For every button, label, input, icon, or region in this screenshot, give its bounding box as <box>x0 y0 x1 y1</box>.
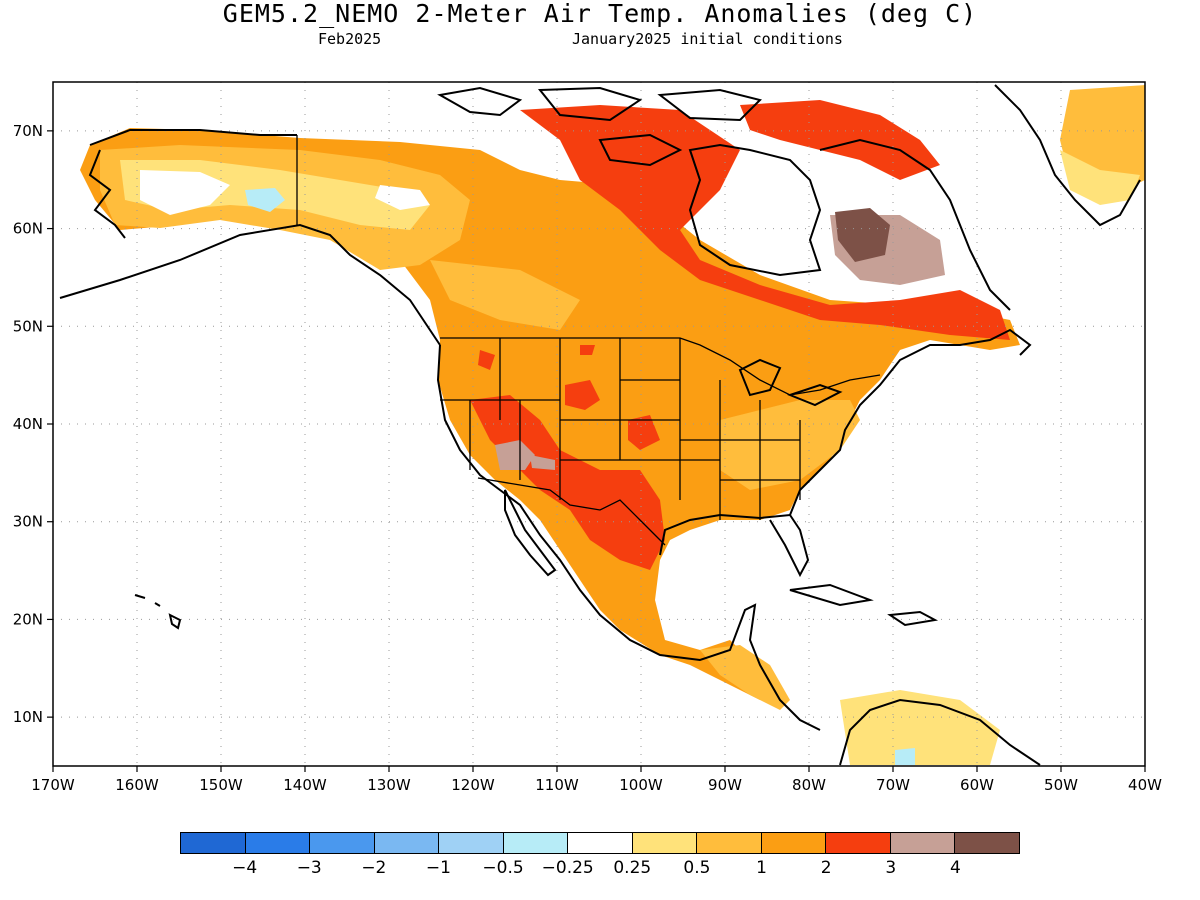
colorbar-label: 3 <box>885 858 897 878</box>
lat-tick-label: 60N <box>13 220 43 238</box>
lat-tick-label: 50N <box>13 317 43 335</box>
coastline-south-america <box>839 698 1041 766</box>
lon-tick-label: 150W <box>199 776 243 794</box>
colorbar-swatch <box>568 833 633 853</box>
anomaly-shading <box>80 85 1145 765</box>
coastline-gulf <box>659 513 810 578</box>
political-borders <box>296 135 881 546</box>
border-us-canada <box>440 337 881 396</box>
anomaly-region-alaska-white <box>140 170 430 215</box>
lat-tick-label: 20N <box>13 610 43 628</box>
anomaly-region-quebec-brown <box>835 208 890 262</box>
anomaly-region-plains-red <box>478 345 660 450</box>
lon-tick-label: 80W <box>792 776 826 794</box>
colorbar-label: −0.5 <box>482 858 524 878</box>
coastline-hawaii <box>134 594 182 630</box>
state-borders <box>440 338 801 520</box>
colorbar-swatch <box>761 833 827 853</box>
anomaly-region-central-america <box>700 645 790 710</box>
anomaly-region-cool-spot <box>245 188 285 212</box>
map-content <box>53 82 1145 766</box>
lat-tick-label: 10N <box>13 708 43 726</box>
colorbar-swatch <box>310 833 375 853</box>
anomaly-region-south-america <box>840 690 1000 765</box>
colorbar <box>180 832 1020 854</box>
border-us-mexico <box>477 477 666 546</box>
lon-tick-label: 50W <box>1044 776 1078 794</box>
anomaly-region-east-light <box>720 400 860 490</box>
coastline-baja <box>504 489 557 577</box>
colorbar-swatch <box>439 833 504 853</box>
lon-tick-label: 160W <box>115 776 159 794</box>
anomaly-region-sa-cool <box>895 748 915 765</box>
colorbar-swatch <box>955 833 1019 853</box>
coastline-greenland <box>994 84 1141 227</box>
lat-tick-label: 70N <box>13 122 43 140</box>
initial-conditions: January2025 initial conditions <box>572 30 843 48</box>
colorbar-label: −1 <box>425 858 451 878</box>
colorbar-swatch <box>826 833 891 853</box>
lon-tick-label: 70W <box>876 776 910 794</box>
anomaly-region-north-america <box>80 128 1020 700</box>
colorbar-label: −0.25 <box>541 858 594 878</box>
lon-tick-label: 120W <box>451 776 495 794</box>
colorbar-swatch <box>374 833 440 853</box>
colorbar-label: −3 <box>296 858 322 878</box>
colorbar-label: −2 <box>361 858 387 878</box>
colorbar-swatch <box>890 833 956 853</box>
anomaly-region-prairies-light <box>430 260 580 330</box>
coastline-alaska <box>59 129 441 346</box>
coastline-east-coast <box>789 328 1032 516</box>
colorbar-label: 4 <box>949 858 961 878</box>
coastline-great-lakes <box>738 358 843 407</box>
anomaly-region-southwest-red <box>470 395 665 570</box>
coastline-hudson-bay <box>688 143 822 277</box>
anomaly-region-southwest-tan <box>495 440 555 470</box>
lon-tick-label: 130W <box>367 776 411 794</box>
lon-tick-label: 170W <box>31 776 75 794</box>
colorbar-label: 0.5 <box>683 858 711 878</box>
lon-tick-label: 140W <box>283 776 327 794</box>
colorbar-swatch <box>245 833 311 853</box>
coastline-arctic-islands <box>437 86 762 167</box>
coastline-caribbean <box>789 583 939 627</box>
lon-tick-label: 40W <box>1128 776 1162 794</box>
lon-tick-label: 60W <box>960 776 994 794</box>
lon-tick-label: 100W <box>619 776 663 794</box>
colorbar-swatch <box>697 833 762 853</box>
colorbar-swatch <box>503 833 569 853</box>
anomaly-region-greenland-pale <box>1060 150 1140 205</box>
lon-tick-label: 110W <box>535 776 579 794</box>
colorbar-label: −4 <box>232 858 258 878</box>
colorbar-swatch <box>632 833 698 853</box>
lat-tick-label: 40N <box>13 415 43 433</box>
colorbar-swatch <box>181 833 246 853</box>
forecast-month: Feb2025 <box>318 30 382 48</box>
anomaly-region-arctic-red <box>740 100 940 180</box>
lat-tick-label: 30N <box>13 513 43 531</box>
coastline-labrador <box>819 138 1011 311</box>
lon-tick-label: 90W <box>708 776 742 794</box>
colorbar-label: 1 <box>756 858 767 878</box>
colorbar-label: 2 <box>820 858 832 878</box>
axes: 170W 160W 150W 140W 130W 120W 110W 100W 90W 80W 70… <box>13 122 1162 794</box>
map-title: GEM5.2_NEMO 2-Meter Air Temp. Anomalies … <box>222 0 978 28</box>
colorbar-label: 0.25 <box>613 858 652 878</box>
